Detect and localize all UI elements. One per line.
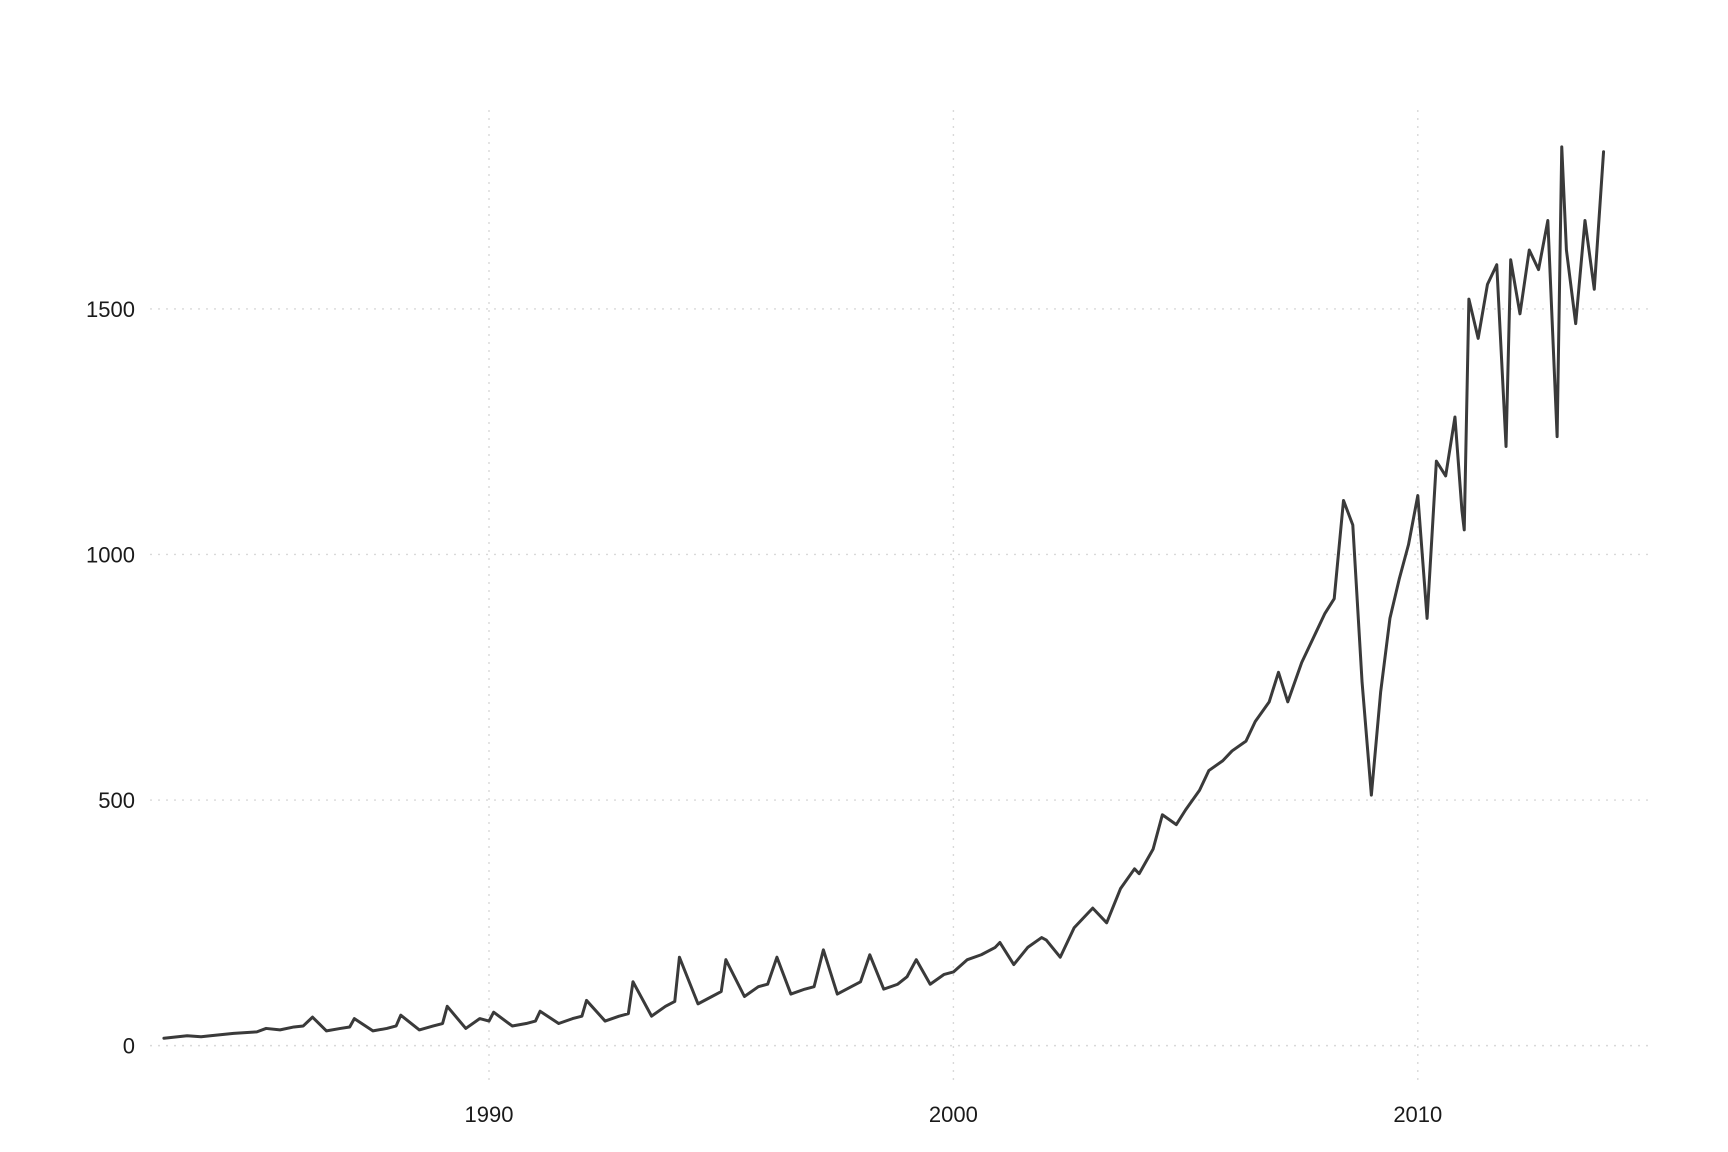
x-axis-tick-labels: 1990 2000 2010 [465,1102,1443,1127]
y-tick-label-1500: 1500 [86,297,135,322]
y-tick-label-500: 500 [98,788,135,813]
y-tick-label-0: 0 [123,1034,135,1059]
series-layer [162,145,1606,1040]
x-tick-label-1990: 1990 [465,1102,514,1127]
grid-lines [150,110,1650,1080]
y-tick-label-1000: 1000 [86,542,135,567]
y-axis-tick-labels: 0 500 1000 1500 [86,297,135,1059]
series-line-0 [162,145,1606,1040]
x-tick-label-2000: 2000 [929,1102,978,1127]
x-tick-label-2010: 2010 [1393,1102,1442,1127]
